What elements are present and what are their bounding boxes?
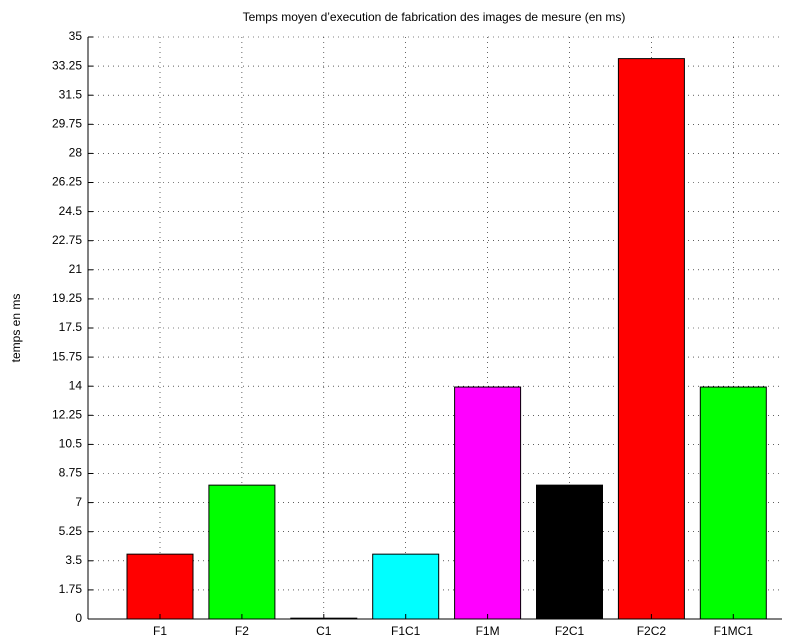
y-tick-label: 24.5	[59, 204, 83, 218]
bar	[126, 553, 194, 620]
x-tick-label: F2C2	[637, 624, 667, 638]
bar	[617, 58, 685, 620]
y-tick-label: 15.75	[52, 349, 82, 363]
bar	[454, 386, 522, 620]
bar	[699, 386, 767, 620]
y-tick-label: 19.25	[52, 291, 82, 305]
x-tick-label: F1MC1	[714, 624, 754, 638]
y-tick-label: 29.75	[52, 116, 82, 130]
y-tick-label: 28	[69, 146, 83, 160]
y-tick-label: 35	[69, 29, 83, 43]
y-tick-label: 21	[69, 262, 83, 276]
x-tick-label: F1M	[476, 624, 500, 638]
x-tick-label: F2C1	[555, 624, 585, 638]
y-tick-label: 0	[75, 611, 82, 625]
y-tick-label: 31.5	[59, 87, 83, 101]
bar	[536, 484, 603, 620]
x-tick-label: F1	[153, 624, 167, 638]
y-tick-label: 14	[69, 378, 83, 392]
y-tick-label: 17.5	[59, 320, 83, 334]
bar	[208, 484, 276, 620]
y-tick-label: 1.75	[59, 582, 83, 596]
bar	[372, 553, 440, 620]
y-tick-label: 3.5	[65, 553, 82, 567]
y-tick-label: 22.75	[52, 233, 82, 247]
y-tick-label: 10.5	[59, 437, 83, 451]
x-tick-label: C1	[316, 624, 332, 638]
x-tick-label: F1C1	[391, 624, 421, 638]
y-tick-label: 7	[75, 495, 82, 509]
y-tick-label: 5.25	[59, 524, 83, 538]
y-tick-label: 33.25	[52, 58, 82, 72]
y-tick-label: 12.25	[52, 407, 82, 421]
x-tick-label: F2	[235, 624, 249, 638]
y-axis-label: temps en ms	[9, 294, 23, 363]
y-tick-label: 8.75	[59, 466, 83, 480]
chart-title: Temps moyen d’execution de fabrication d…	[243, 10, 626, 24]
y-tick-label: 26.25	[52, 175, 82, 189]
